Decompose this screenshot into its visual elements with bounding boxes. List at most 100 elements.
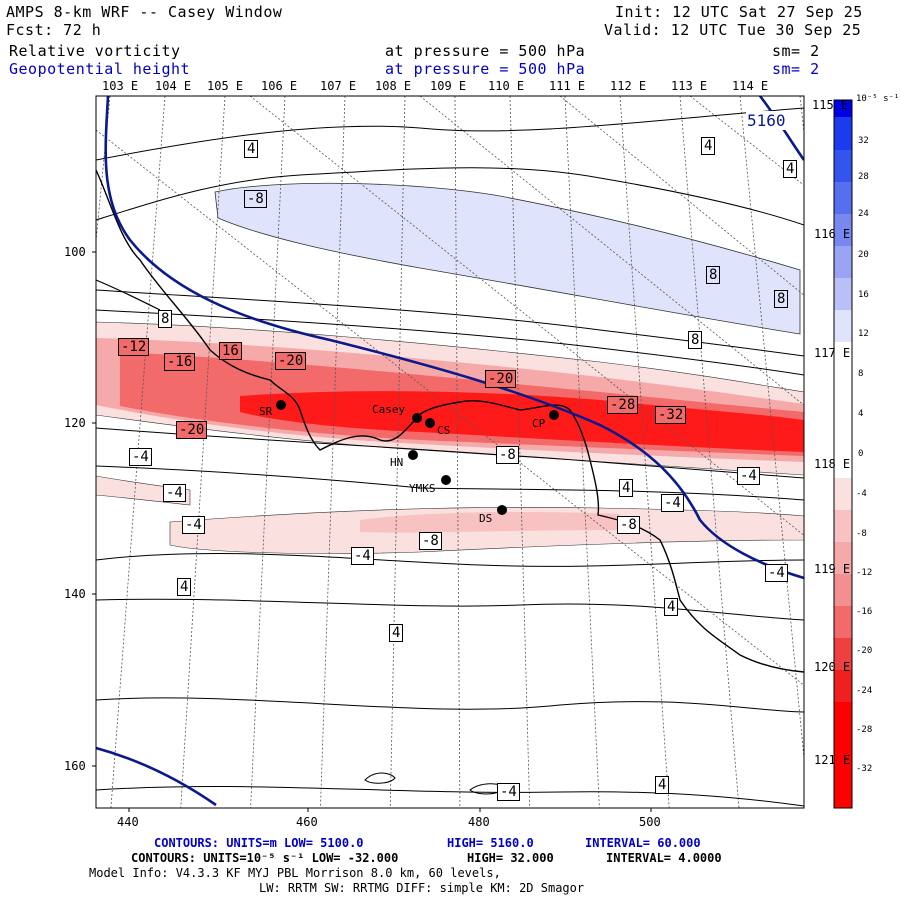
- colorbar-tick: -28: [856, 725, 873, 735]
- colorbar-swatch: [834, 670, 852, 702]
- model-title: AMPS 8-km WRF -- Casey Window: [6, 3, 283, 21]
- contour-label: -16: [164, 353, 196, 371]
- colorbar-tick: 0: [858, 449, 864, 459]
- height-contour-5160: [104, 96, 804, 580]
- contour-label: -20: [176, 421, 208, 439]
- colorbar-tick: -24: [856, 686, 873, 696]
- forecast-hour: Fcst: 72 h: [6, 21, 102, 39]
- lon-label: 103 E: [102, 79, 139, 93]
- contour-label: -4: [737, 467, 760, 485]
- contour-label: -20: [275, 352, 307, 370]
- lon-label-right: 120 E: [814, 660, 851, 674]
- x-tick-label: 460: [296, 815, 318, 829]
- colorbar-tick: 4: [858, 409, 864, 419]
- lon-label: 111 E: [549, 79, 586, 93]
- contour-label: -4: [351, 547, 374, 565]
- lon-label-right: 117 E: [814, 346, 851, 360]
- colorbar-swatch: [834, 150, 852, 182]
- contour-label: -4: [163, 484, 186, 502]
- colorbar: [833, 99, 853, 809]
- vorticity-contours: [96, 107, 804, 807]
- colorbar-tick: -20: [856, 646, 873, 656]
- contour-label: 4: [619, 479, 634, 497]
- lon-label: 110 E: [488, 79, 525, 93]
- plot-frame: [95, 95, 805, 809]
- station-cs-marker: [425, 418, 435, 428]
- colorbar-swatch: [834, 310, 852, 342]
- colorbar-tick: -16: [856, 607, 873, 617]
- lon-label: 105 E: [207, 79, 244, 93]
- footer-height-interval: INTERVAL= 60.000: [585, 836, 701, 850]
- contour-label: -8: [244, 190, 267, 208]
- footer-physics-info: LW: RRTM SW: RRTMG DIFF: simple KM: 2D S…: [259, 881, 585, 895]
- contour-label: 16: [219, 342, 242, 360]
- footer-vort-interval: INTERVAL= 4.0000: [606, 851, 722, 865]
- station-label: CS: [437, 424, 451, 437]
- footer-height-high: HIGH= 5160.0: [447, 836, 534, 850]
- lon-label-right: 121 E: [814, 753, 851, 767]
- contour-label: 4: [655, 776, 670, 794]
- field2-name: Geopotential height: [9, 60, 191, 78]
- colorbar-tick: 28: [858, 172, 869, 182]
- colorbar-swatch: [834, 606, 852, 638]
- colorbar-swatch: [834, 342, 852, 478]
- station-label: DS: [479, 512, 493, 525]
- longitude-grid: [96, 96, 804, 808]
- y-tick-label: 160: [64, 759, 86, 773]
- lon-label: 104 E: [155, 79, 192, 93]
- colorbar-swatch: [834, 246, 852, 278]
- colorbar-swatch: [834, 702, 852, 808]
- lon-label: 114 E: [732, 79, 769, 93]
- colorbar-swatch: [834, 542, 852, 574]
- colorbar-swatch: [834, 278, 852, 310]
- colorbar-tick: 20: [858, 250, 869, 260]
- lon-label-right: 119 E: [814, 562, 851, 576]
- x-tick-label: 480: [468, 815, 490, 829]
- colorbar-unit: 10⁻⁵ s⁻¹: [856, 94, 900, 104]
- lon-label: 112 E: [610, 79, 647, 93]
- contour-label: 8: [774, 290, 789, 308]
- contour-label: 4: [701, 137, 716, 155]
- lon-label-right: 116 E: [814, 227, 851, 241]
- lon-label: 106 E: [261, 79, 298, 93]
- y-tick-label: 120: [64, 416, 86, 430]
- station-label: CP: [532, 417, 546, 430]
- station-ds-marker: [497, 505, 507, 515]
- colorbar-swatch: [834, 182, 852, 214]
- colorbar-tick: -12: [856, 568, 873, 578]
- station-hn-marker: [408, 450, 418, 460]
- contour-label: -4: [661, 494, 684, 512]
- contour-label: -28: [607, 396, 639, 414]
- lon-label: 113 E: [671, 79, 708, 93]
- lon-label: 115 E: [812, 98, 849, 112]
- contour-label: -12: [118, 338, 150, 356]
- x-tick-label: 500: [639, 815, 661, 829]
- contour-label: -8: [419, 532, 442, 550]
- lon-label-right: 118 E: [814, 457, 851, 471]
- field1-level: at pressure = 500 hPa: [385, 42, 586, 60]
- contour-label: -4: [765, 564, 788, 582]
- colorbar-tick: 16: [858, 290, 869, 300]
- colorbar-swatch: [834, 117, 852, 150]
- station-label: SR: [259, 405, 273, 418]
- contour-label: -32: [655, 406, 687, 424]
- y-tick-label: 140: [64, 587, 86, 601]
- colorbar-swatch: [834, 574, 852, 606]
- colorbar-swatch: [834, 510, 852, 542]
- contour-label: 4: [244, 140, 259, 158]
- lon-label: 107 E: [320, 79, 357, 93]
- colorbar-tick: 32: [858, 136, 869, 146]
- colorbar-swatch: [834, 214, 852, 246]
- positive-vorticity-region: [214, 182, 801, 335]
- contour-label: -4: [129, 448, 152, 466]
- station-label: HN: [390, 456, 404, 469]
- valid-time: Valid: 12 UTC Tue 30 Sep 25: [604, 21, 862, 39]
- colorbar-tick: -4: [856, 489, 867, 499]
- height-contour-5100: [96, 746, 217, 807]
- contour-label: 8: [688, 331, 703, 349]
- colorbar-tick: 12: [858, 329, 869, 339]
- contour-label: -20: [485, 370, 517, 388]
- contour-label: -4: [497, 783, 520, 801]
- field1-smoothing: sm= 2: [772, 42, 820, 60]
- colorbar-tick: -8: [856, 529, 867, 539]
